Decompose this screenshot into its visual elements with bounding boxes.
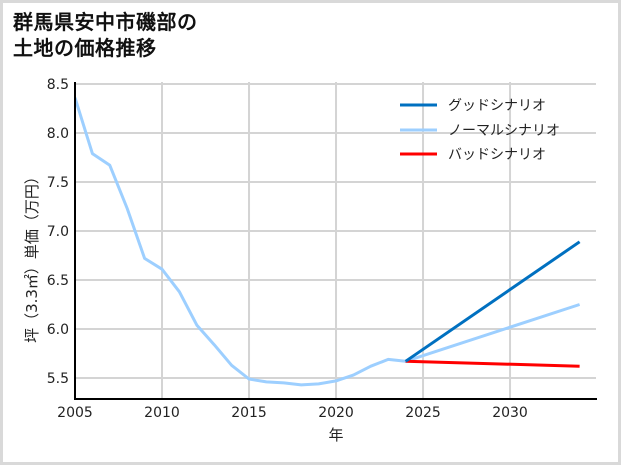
y-tick-label: 7.5 <box>47 175 69 191</box>
chart-title-line-1: 群馬県安中市磯部の <box>13 10 198 34</box>
x-tick-label: 2025 <box>405 405 441 421</box>
legend-label: バッドシナリオ <box>448 147 546 163</box>
series-lines <box>75 97 581 387</box>
chart-title: 群馬県安中市磯部の 土地の価格推移 <box>13 9 198 61</box>
series-line-1 <box>75 97 581 387</box>
y-tick-label: 6.5 <box>47 273 69 289</box>
x-tick-label: 2005 <box>57 405 93 421</box>
y-tick-label: 8.0 <box>47 126 69 142</box>
series-line-2 <box>405 359 580 368</box>
x-tick-label: 2010 <box>144 405 180 421</box>
y-tick-label: 5.5 <box>47 371 69 387</box>
x-tick-label: 2030 <box>492 405 528 421</box>
series-line-0 <box>404 240 581 363</box>
axes <box>74 82 597 400</box>
legend-label: グッドシナリオ <box>448 98 546 114</box>
y-tick-label: 8.5 <box>47 77 69 93</box>
y-tick-labels: 5.5 6.0 6.5 7.0 7.5 8.0 8.5 <box>47 77 69 387</box>
x-tick-label: 2015 <box>231 405 267 421</box>
chart-title-line-2: 土地の価格推移 <box>13 36 157 60</box>
x-tick-label: 2020 <box>318 405 354 421</box>
legend-label: ノーマルシナリオ <box>448 123 560 139</box>
y-tick-label: 6.0 <box>47 322 69 338</box>
y-axis-label: 坪（3.3㎡）単価（万円） <box>23 169 41 343</box>
x-axis-label: 年 <box>328 426 343 444</box>
x-tick-labels: 2005 2010 2015 2020 2025 2030 <box>57 405 528 421</box>
y-tick-label: 7.0 <box>47 224 69 240</box>
